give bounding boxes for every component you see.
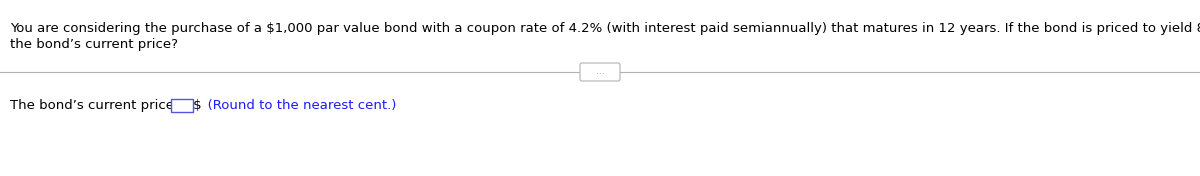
Text: You are considering the purchase of a $1,000 par value bond with a coupon rate o: You are considering the purchase of a $1… <box>10 22 1200 35</box>
Text: the bond’s current price?: the bond’s current price? <box>10 38 178 51</box>
Text: ...: ... <box>595 68 605 77</box>
Text: .  (Round to the nearest cent.): . (Round to the nearest cent.) <box>194 99 396 112</box>
Text: The bond’s current price is $: The bond’s current price is $ <box>10 99 202 112</box>
FancyBboxPatch shape <box>170 99 193 112</box>
FancyBboxPatch shape <box>580 63 620 81</box>
